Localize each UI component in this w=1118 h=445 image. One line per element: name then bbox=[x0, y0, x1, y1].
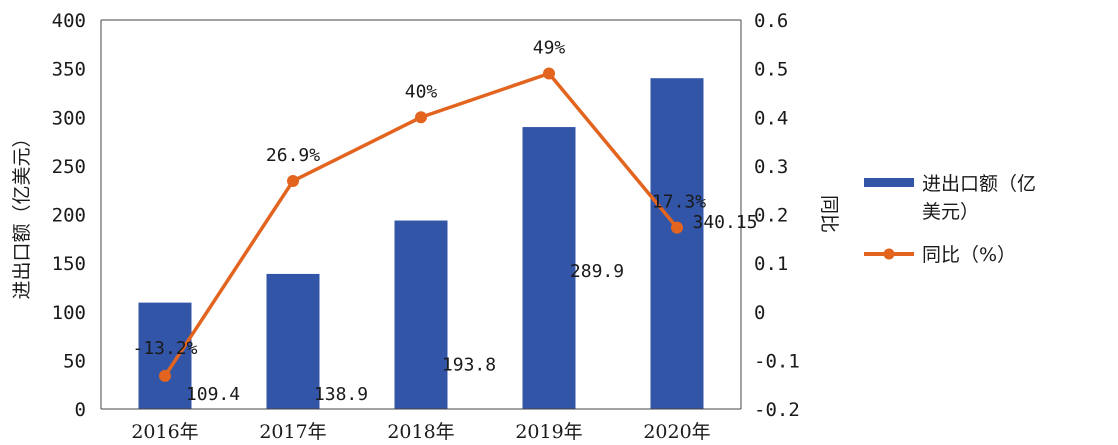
legend-line-marker bbox=[883, 248, 895, 260]
line-data-label: 49% bbox=[533, 37, 566, 58]
bars-layer bbox=[138, 78, 704, 409]
x-tick-label: 2017年 bbox=[259, 421, 326, 443]
y2-axis-title: 同比 bbox=[818, 195, 840, 233]
x-tick-label: 2019年 bbox=[515, 421, 582, 443]
bar-data-label: 193.8 bbox=[442, 355, 496, 376]
line-data-label: 40% bbox=[405, 81, 438, 102]
y2-tick-label: 0 bbox=[754, 302, 765, 324]
x-tick-label: 2020年 bbox=[643, 421, 710, 443]
bar-data-label: 138.9 bbox=[314, 384, 368, 405]
legend: 进出口额（亿 美元） 同比（%） bbox=[864, 173, 1036, 266]
bar bbox=[522, 127, 576, 409]
line-point bbox=[671, 221, 683, 234]
y2-tick-label: 0.1 bbox=[754, 253, 788, 275]
y-tick-label: 350 bbox=[52, 59, 86, 81]
y2-tick-label: 0.6 bbox=[754, 10, 788, 32]
line-point bbox=[287, 174, 299, 187]
x-tick-label: 2018年 bbox=[387, 421, 454, 443]
x-axis-ticks: 2016年 2017年 2018年 2019年 2020年 bbox=[131, 421, 710, 443]
y2-tick-label: 0.4 bbox=[754, 107, 788, 129]
y-tick-label: 200 bbox=[52, 205, 86, 227]
y-tick-label: 400 bbox=[52, 10, 86, 32]
y-tick-label: 250 bbox=[52, 156, 86, 178]
line-point bbox=[159, 369, 171, 382]
line-point bbox=[415, 111, 427, 124]
y2-tick-label: 0.2 bbox=[754, 205, 788, 227]
bar bbox=[266, 273, 320, 409]
y-axis-ticks: 0 50 100 150 200 250 300 350 400 bbox=[52, 10, 86, 421]
legend-bar-label-line2: 美元） bbox=[922, 201, 979, 223]
y-tick-label: 100 bbox=[52, 302, 86, 324]
bar-data-label: 109.4 bbox=[186, 384, 240, 405]
y2-tick-label: 0.3 bbox=[754, 156, 788, 178]
axes-layer bbox=[100, 19, 742, 410]
y2-tick-label: -0.1 bbox=[754, 350, 800, 372]
y2-tick-label: -0.2 bbox=[754, 399, 800, 421]
legend-bar-label-line1: 进出口额（亿 bbox=[922, 173, 1036, 195]
x-tick-label: 2016年 bbox=[131, 421, 198, 443]
y-tick-label: 0 bbox=[75, 399, 86, 421]
line-data-label: 17.3% bbox=[652, 192, 706, 213]
line-layer bbox=[159, 67, 683, 382]
legend-bar-swatch bbox=[864, 178, 914, 187]
data-labels: 109.4 138.9 193.8 289.9 340.15 -13.2% 26.9% 40%… bbox=[132, 37, 757, 405]
line-point bbox=[543, 67, 555, 80]
y-tick-label: 150 bbox=[52, 253, 86, 275]
legend-line-label: 同比（%） bbox=[922, 244, 1016, 266]
bar bbox=[138, 302, 192, 409]
y-axis-title: 进出口额（亿美元） bbox=[11, 128, 33, 299]
bar bbox=[394, 220, 448, 409]
y-tick-label: 300 bbox=[52, 107, 86, 129]
y2-tick-label: 0.5 bbox=[754, 59, 788, 81]
line-data-label: 26.9% bbox=[266, 145, 320, 166]
bar-data-label: 340.15 bbox=[692, 212, 757, 233]
line-data-label: -13.2% bbox=[132, 338, 197, 359]
y-tick-label: 50 bbox=[63, 350, 86, 372]
bar-data-label: 289.9 bbox=[570, 261, 624, 282]
y2-axis-ticks: -0.2 -0.1 0 0.1 0.2 0.3 0.4 0.5 0.6 bbox=[754, 10, 800, 421]
bar bbox=[650, 78, 704, 409]
